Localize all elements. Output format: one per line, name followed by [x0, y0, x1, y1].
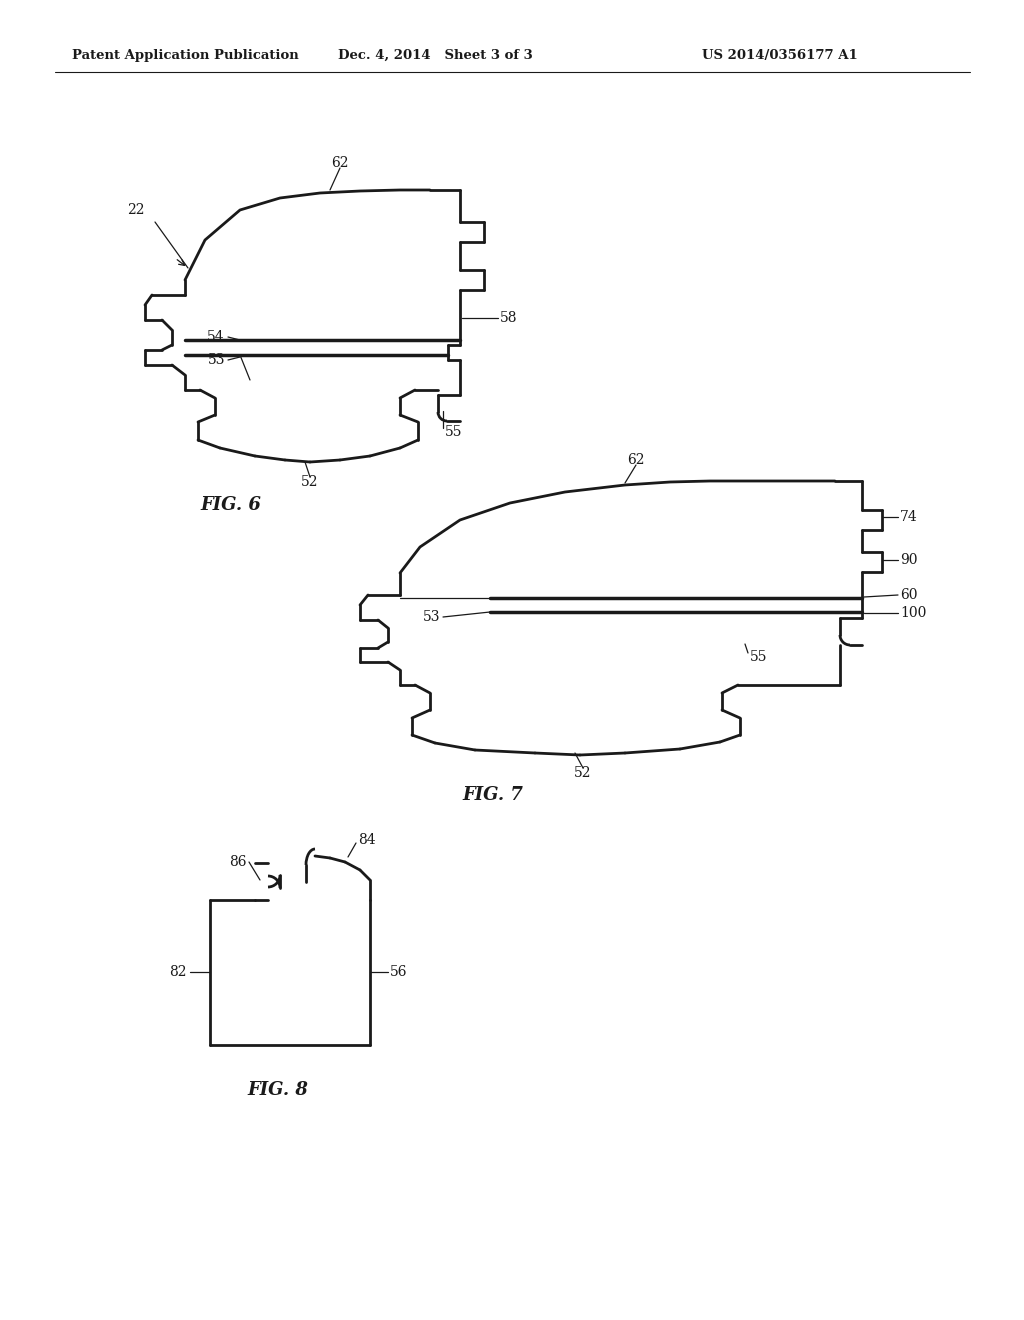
Text: 53: 53 [423, 610, 440, 624]
Text: 52: 52 [301, 475, 318, 488]
Text: 22: 22 [127, 203, 144, 216]
Text: 74: 74 [900, 510, 918, 524]
Text: 55: 55 [750, 649, 768, 664]
Text: 84: 84 [358, 833, 376, 847]
Text: 58: 58 [500, 312, 517, 325]
Text: 90: 90 [900, 553, 918, 568]
Text: 62: 62 [331, 156, 349, 170]
Text: US 2014/0356177 A1: US 2014/0356177 A1 [702, 49, 858, 62]
Text: 56: 56 [390, 965, 408, 979]
Text: Patent Application Publication: Patent Application Publication [72, 49, 298, 62]
Text: 82: 82 [170, 965, 187, 979]
Text: 52: 52 [574, 766, 592, 780]
Text: 53: 53 [208, 352, 225, 367]
Text: FIG. 7: FIG. 7 [462, 785, 523, 804]
Text: Dec. 4, 2014   Sheet 3 of 3: Dec. 4, 2014 Sheet 3 of 3 [338, 49, 532, 62]
Text: 60: 60 [900, 587, 918, 602]
Text: 86: 86 [229, 855, 247, 869]
Text: 100: 100 [900, 606, 927, 620]
Text: FIG. 8: FIG. 8 [248, 1081, 308, 1100]
Text: FIG. 6: FIG. 6 [200, 496, 261, 513]
Text: 54: 54 [208, 330, 225, 345]
Text: 55: 55 [445, 425, 463, 440]
Text: 62: 62 [628, 453, 645, 467]
